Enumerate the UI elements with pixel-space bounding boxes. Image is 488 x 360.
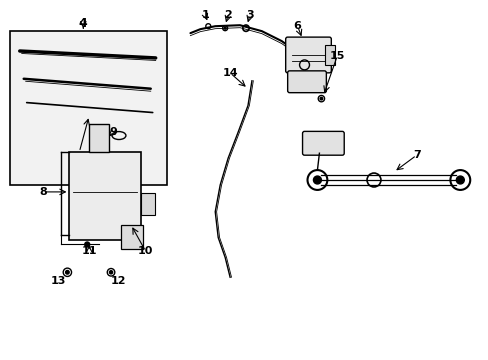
Text: 1: 1 — [201, 10, 209, 20]
Circle shape — [65, 270, 69, 274]
Text: 3: 3 — [245, 10, 253, 20]
Bar — [141, 193, 154, 215]
Text: 2: 2 — [224, 10, 231, 20]
Circle shape — [84, 242, 89, 247]
Bar — [121, 225, 142, 249]
Circle shape — [320, 97, 322, 100]
Circle shape — [313, 176, 321, 184]
Circle shape — [224, 27, 225, 29]
Bar — [10, 31, 166, 185]
Text: 10: 10 — [138, 247, 153, 256]
Text: 13: 13 — [51, 276, 66, 286]
Text: 5: 5 — [69, 154, 78, 167]
Circle shape — [109, 271, 112, 274]
Text: 7: 7 — [412, 150, 420, 160]
FancyBboxPatch shape — [285, 37, 331, 73]
Text: 8: 8 — [40, 187, 47, 197]
Text: 12: 12 — [110, 276, 125, 286]
Text: 9: 9 — [109, 127, 117, 138]
Text: 4: 4 — [79, 17, 87, 30]
Bar — [69, 152, 141, 239]
Text: 6: 6 — [293, 21, 301, 31]
FancyBboxPatch shape — [302, 131, 344, 155]
Text: 11: 11 — [81, 247, 97, 256]
FancyBboxPatch shape — [287, 71, 325, 93]
Bar — [89, 125, 109, 152]
Text: 14: 14 — [222, 68, 238, 78]
Bar — [325, 45, 335, 65]
Circle shape — [455, 176, 463, 184]
Text: 15: 15 — [329, 51, 344, 61]
